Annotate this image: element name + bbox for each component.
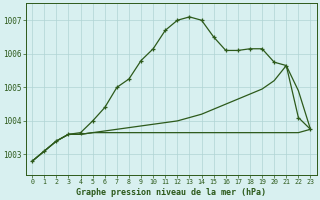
- X-axis label: Graphe pression niveau de la mer (hPa): Graphe pression niveau de la mer (hPa): [76, 188, 266, 197]
